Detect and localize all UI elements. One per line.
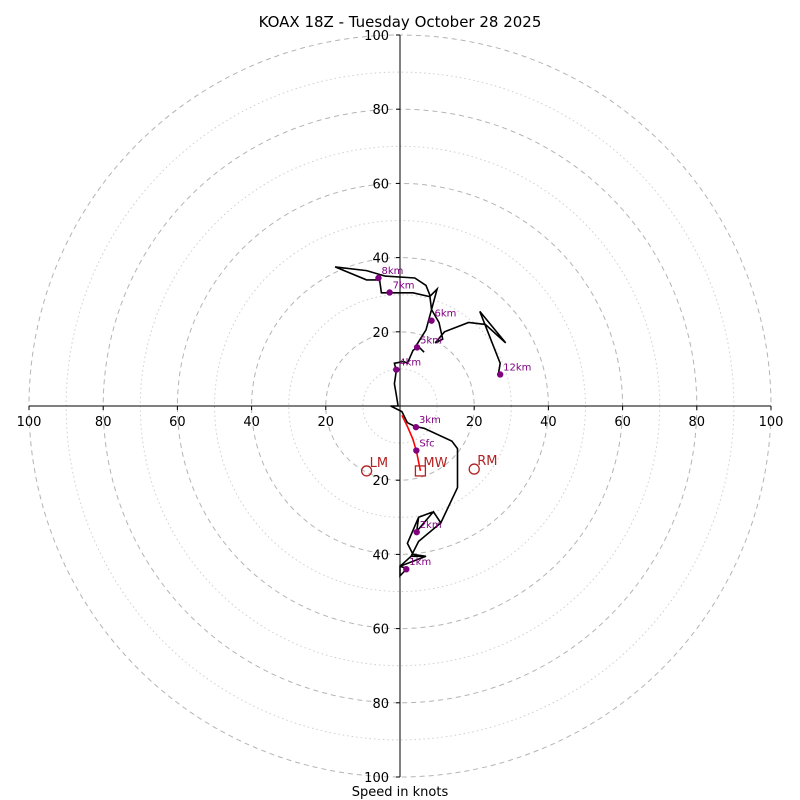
height-point-1km	[403, 566, 410, 573]
y-tick-label: 20	[372, 326, 389, 341]
x-tick-label: 20	[466, 415, 483, 430]
height-label-8km: 8km	[381, 266, 403, 277]
height-point-Sfc	[413, 447, 420, 454]
y-tick-label: 80	[372, 103, 389, 118]
y-tick-label: 20	[372, 474, 389, 489]
hodograph-line	[334, 266, 507, 578]
shear-vector-line	[401, 414, 422, 472]
height-label-1km: 1km	[409, 557, 431, 568]
height-label-Sfc: Sfc	[419, 439, 434, 450]
height-markers: 1km 2km Sfc 3km 4km 5km 6km 7km 8km 12km	[375, 266, 531, 573]
x-tick-label: 60	[169, 415, 186, 430]
height-point-5km	[413, 344, 421, 351]
x-tick-label: 80	[95, 415, 112, 430]
chart-title: KOAX 18Z - Tuesday October 28 2025	[259, 13, 542, 31]
x-tick-label: 40	[243, 415, 260, 430]
height-point-8km	[375, 274, 382, 282]
tick-labels: 100 80 60 40 20 20 40 60 80 100 100 80 60 40 20 20 40 60 8…	[17, 29, 784, 786]
y-tick-label: 60	[372, 177, 389, 192]
height-point-2km	[413, 528, 420, 536]
label-RM: RM	[477, 454, 497, 469]
x-tick-label: 100	[759, 415, 784, 430]
x-tick-label: 100	[17, 415, 42, 430]
marker-LM	[360, 465, 373, 477]
height-label-6km: 6km	[435, 309, 457, 320]
label-LM: LM	[370, 456, 388, 471]
label-MW: MW	[423, 456, 447, 471]
x-tick-label: 20	[318, 415, 335, 430]
marker-MW	[414, 465, 427, 477]
height-point-6km	[428, 317, 435, 324]
y-tick-label: 100	[364, 29, 389, 44]
height-label-2km: 2km	[420, 520, 442, 531]
height-label-7km: 7km	[393, 280, 415, 291]
height-label-5km: 5km	[420, 335, 442, 346]
x-axis-label: Speed in knots	[352, 785, 449, 800]
x-tick-label: 80	[689, 415, 706, 430]
y-tick-label: 100	[364, 771, 389, 786]
height-label-3km: 3km	[419, 415, 441, 426]
y-tick-label: 60	[372, 623, 389, 638]
y-tick-label: 80	[372, 697, 389, 712]
x-tick-label: 60	[614, 415, 631, 430]
height-point-12km	[496, 371, 504, 378]
height-point-4km	[393, 366, 400, 373]
axes	[29, 35, 771, 777]
x-tick-label: 40	[540, 415, 557, 430]
height-point-7km	[386, 289, 393, 296]
marker-RM	[468, 463, 480, 475]
height-point-3km	[412, 423, 420, 431]
storm-motion-markers: LM MW RM	[360, 454, 497, 477]
height-label-12km: 12km	[503, 362, 531, 373]
y-tick-label: 40	[372, 252, 389, 267]
y-tick-label: 40	[372, 548, 389, 563]
height-label-4km: 4km	[399, 358, 421, 369]
hodograph-trace	[334, 266, 507, 578]
